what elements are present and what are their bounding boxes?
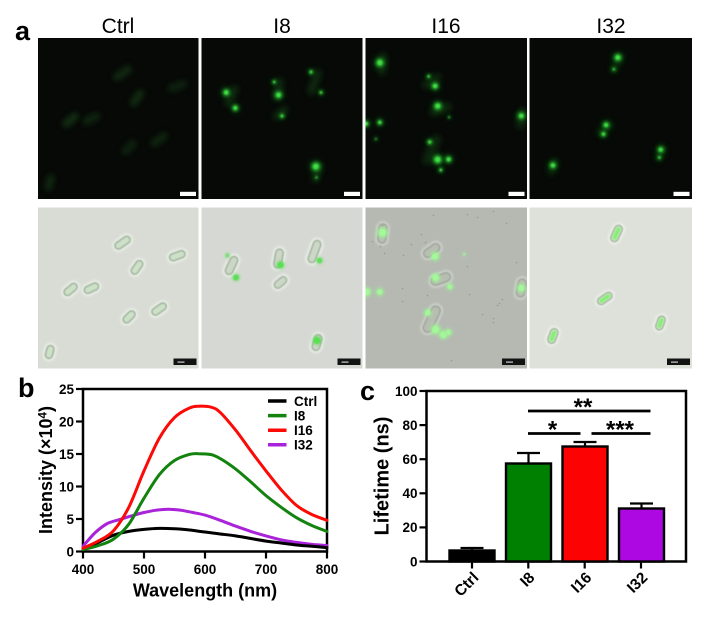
svg-text:40: 40 <box>402 486 417 501</box>
svg-text:***: *** <box>606 417 635 444</box>
svg-text:Ctrl: Ctrl <box>294 394 317 409</box>
svg-text:700: 700 <box>255 562 278 577</box>
svg-text:10: 10 <box>59 479 74 494</box>
svg-text:25: 25 <box>59 382 75 397</box>
svg-text:20: 20 <box>402 520 417 535</box>
svg-text:100: 100 <box>395 384 418 399</box>
svg-text:I8: I8 <box>273 15 291 38</box>
svg-text:I32: I32 <box>294 438 313 453</box>
svg-text:0: 0 <box>66 544 74 559</box>
svg-text:500: 500 <box>133 562 156 577</box>
svg-text:I16: I16 <box>431 15 460 38</box>
svg-text:**: ** <box>574 394 593 421</box>
svg-text:Ctrl: Ctrl <box>102 15 135 38</box>
svg-text:0: 0 <box>410 554 418 569</box>
svg-text:Intensity (×104): Intensity (×104) <box>36 406 56 534</box>
svg-text:600: 600 <box>194 562 217 577</box>
svg-text:800: 800 <box>316 562 339 577</box>
svg-text:15: 15 <box>59 447 75 462</box>
svg-text:Lifetime (ns): Lifetime (ns) <box>372 417 394 536</box>
svg-text:80: 80 <box>402 418 417 433</box>
svg-text:20: 20 <box>59 414 74 429</box>
svg-text:5: 5 <box>66 512 74 527</box>
svg-text:400: 400 <box>72 562 95 577</box>
svg-text:60: 60 <box>402 452 417 467</box>
svg-text:b: b <box>18 373 35 403</box>
svg-text:I8: I8 <box>294 408 306 423</box>
svg-text:I32: I32 <box>596 15 625 38</box>
svg-text:*: * <box>548 417 558 444</box>
svg-text:c: c <box>360 376 375 406</box>
svg-text:I16: I16 <box>294 423 313 438</box>
svg-text:a: a <box>15 16 31 46</box>
svg-text:Wavelength (nm): Wavelength (nm) <box>133 581 277 601</box>
